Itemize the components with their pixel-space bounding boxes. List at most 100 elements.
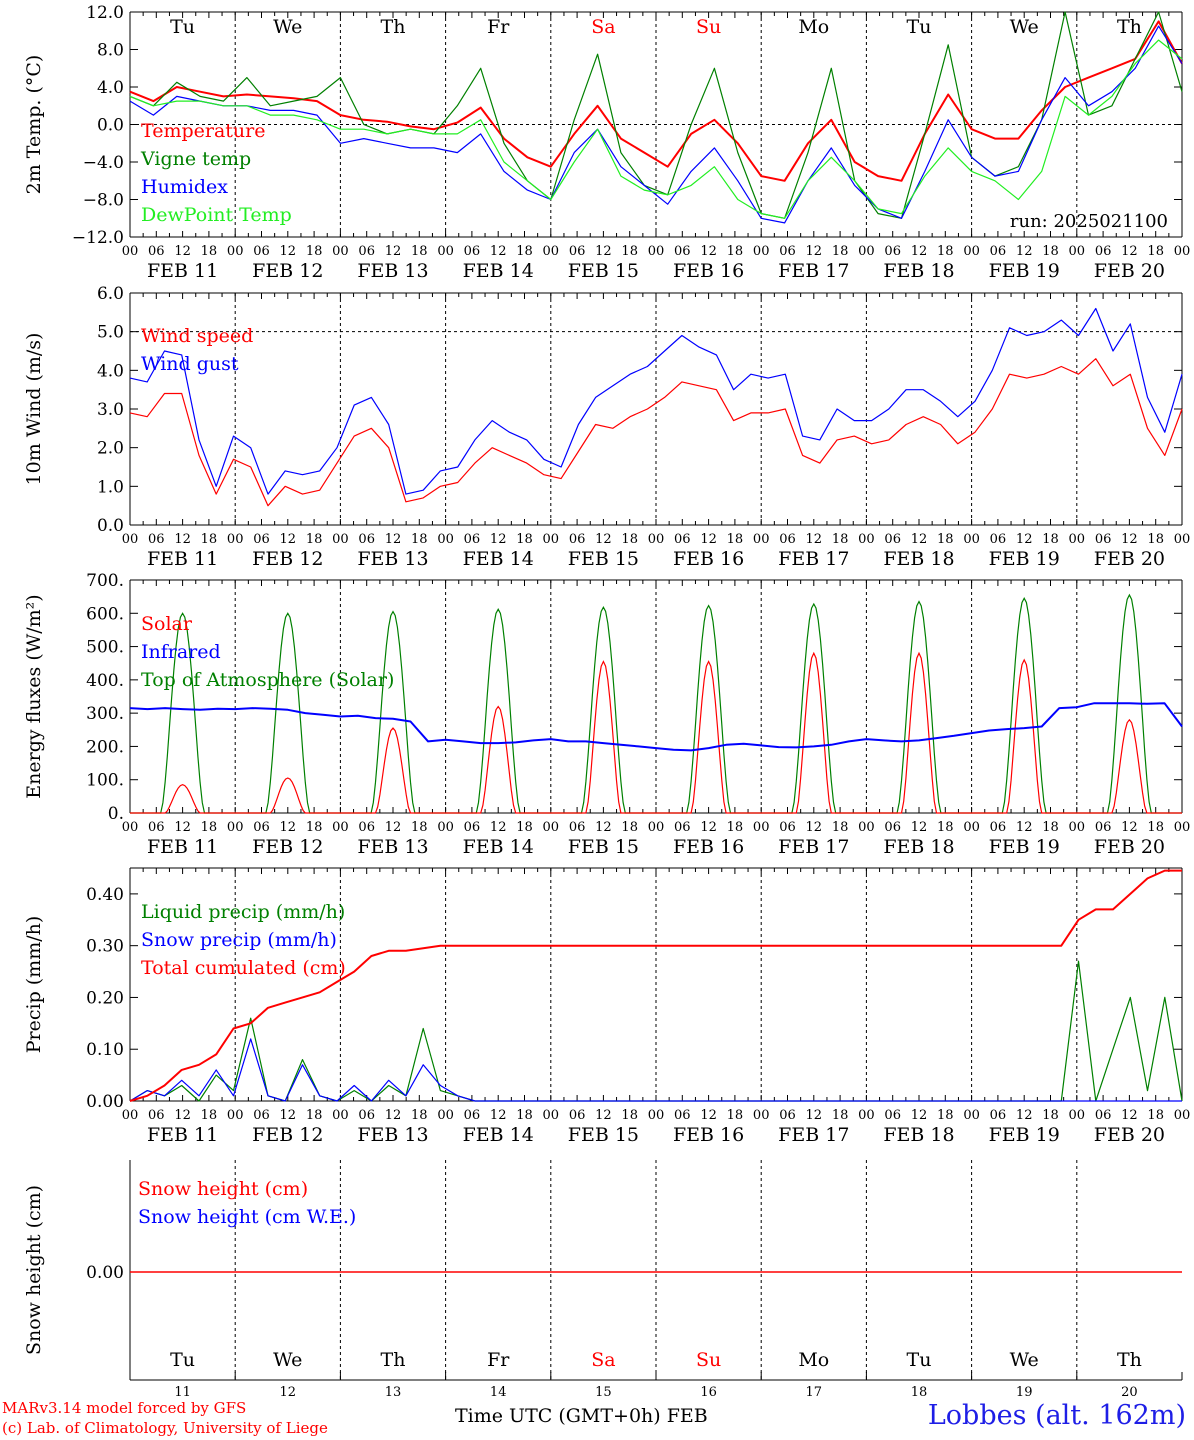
x-axis-title: Time UTC (GMT+0h) FEB — [455, 1405, 708, 1427]
hour-tick-label: 00 — [753, 820, 770, 835]
weekday-label: We — [1010, 16, 1039, 38]
hour-tick-label: 00 — [648, 1108, 665, 1123]
date-tick-label: FEB 12 — [252, 1124, 323, 1146]
weekday-label: Tu — [170, 16, 195, 38]
hour-tick-label: 18 — [306, 532, 323, 547]
date-tick-label: FEB 20 — [1094, 1124, 1165, 1146]
legend-entry: Wind speed — [141, 325, 253, 347]
hour-tick-label: 12 — [806, 820, 823, 835]
hour-tick-label: 06 — [148, 1108, 165, 1123]
hour-tick-label: 00 — [332, 820, 349, 835]
y-tick-label: 5.0 — [97, 323, 124, 343]
hour-tick-label: 12 — [385, 1108, 402, 1123]
hour-tick-label: 12 — [911, 820, 928, 835]
hour-tick-label: 06 — [253, 820, 270, 835]
y-tick-label: 0.00 — [86, 1092, 124, 1112]
y-axis-label: Precip (mm/h) — [23, 916, 45, 1054]
date-tick-label: FEB 11 — [147, 260, 218, 282]
day-number-label: 19 — [1016, 1385, 1033, 1400]
hour-tick-label: 06 — [148, 820, 165, 835]
hour-tick-label: 00 — [858, 1108, 875, 1123]
date-tick-label: FEB 15 — [568, 1124, 639, 1146]
hour-tick-label: 06 — [464, 532, 481, 547]
weekday-label: Fr — [487, 16, 510, 38]
hour-tick-label: 12 — [1121, 244, 1138, 259]
y-tick-label: −8.0 — [83, 191, 124, 211]
series-line-2 — [129, 25, 1183, 224]
date-tick-label: FEB 17 — [778, 836, 849, 858]
weekday-label: We — [1010, 1349, 1039, 1371]
hour-tick-label: 06 — [1095, 244, 1112, 259]
weekday-label: Su — [696, 16, 721, 38]
legend-entry: Humidex — [141, 176, 228, 198]
series-line-2 — [129, 869, 1182, 1102]
hour-tick-label: 06 — [779, 1108, 796, 1123]
series-line-3 — [129, 39, 1183, 219]
hour-tick-label: 12 — [174, 820, 191, 835]
hour-tick-label: 18 — [937, 244, 954, 259]
hour-tick-label: 12 — [806, 244, 823, 259]
hour-tick-label: 00 — [332, 1108, 349, 1123]
hour-tick-label: 18 — [1147, 532, 1164, 547]
y-tick-label: 0.40 — [86, 885, 124, 905]
hour-tick-label: 06 — [990, 820, 1007, 835]
hour-tick-label: 00 — [227, 820, 244, 835]
hour-tick-label: 00 — [437, 532, 454, 547]
hour-tick-label: 12 — [911, 1108, 928, 1123]
hour-tick-label: 00 — [543, 820, 560, 835]
hour-tick-label: 12 — [595, 532, 612, 547]
hour-tick-label: 00 — [963, 1108, 980, 1123]
y-axis-label: Energy fluxes (W/m²) — [23, 594, 45, 798]
date-tick-label: FEB 19 — [989, 260, 1060, 282]
hour-tick-label: 06 — [884, 532, 901, 547]
run-annotation: run: 2025021100 — [1010, 211, 1168, 232]
hour-tick-label: 12 — [174, 532, 191, 547]
y-tick-label: 100. — [86, 771, 124, 791]
y-tick-label: −12.0 — [72, 228, 124, 248]
model-line: MARv3.14 model forced by GFS — [2, 1399, 247, 1417]
hour-tick-label: 12 — [806, 1108, 823, 1123]
hour-tick-label: 06 — [253, 244, 270, 259]
y-tick-label: 0.0 — [97, 116, 124, 136]
hour-tick-label: 06 — [1095, 1108, 1112, 1123]
hour-tick-label: 18 — [621, 532, 638, 547]
hour-tick-label: 18 — [411, 1108, 428, 1123]
hour-tick-label: 00 — [227, 244, 244, 259]
weekday-label: Sa — [591, 1349, 615, 1371]
y-tick-label: 6.0 — [97, 284, 124, 304]
hour-tick-label: 18 — [306, 1108, 323, 1123]
weekday-label: Su — [696, 1349, 721, 1371]
y-tick-label: 400. — [86, 671, 124, 691]
y-tick-label: 0.0 — [97, 516, 124, 536]
weekday-label: Mo — [798, 1349, 829, 1371]
hour-tick-label: 06 — [358, 1108, 375, 1123]
series-line-1 — [129, 307, 1183, 495]
date-tick-label: FEB 18 — [883, 836, 954, 858]
hour-tick-label: 06 — [148, 532, 165, 547]
hour-tick-label: 06 — [253, 532, 270, 547]
date-tick-label: FEB 12 — [252, 548, 323, 570]
hour-tick-label: 18 — [1042, 820, 1059, 835]
date-tick-label: FEB 18 — [883, 548, 954, 570]
y-tick-label: 8.0 — [97, 41, 124, 61]
date-tick-label: FEB 13 — [357, 260, 428, 282]
hour-tick-label: 00 — [227, 532, 244, 547]
date-tick-label: FEB 18 — [883, 1124, 954, 1146]
hour-tick-label: 12 — [280, 244, 297, 259]
legend-entry: Wind gust — [141, 353, 239, 375]
hour-tick-label: 18 — [621, 1108, 638, 1123]
date-tick-label: FEB 16 — [673, 548, 744, 570]
y-tick-label: 200. — [86, 737, 124, 757]
hour-tick-label: 12 — [280, 820, 297, 835]
infrared-line — [129, 702, 1183, 752]
hour-tick-label: 12 — [806, 532, 823, 547]
hour-tick-label: 12 — [700, 1108, 717, 1123]
hour-tick-label: 00 — [437, 820, 454, 835]
date-tick-label: FEB 14 — [463, 260, 534, 282]
hour-tick-label: 18 — [201, 532, 218, 547]
y-tick-label: 500. — [86, 638, 124, 658]
hour-tick-label: 18 — [1147, 244, 1164, 259]
legend-entry: Temperature — [141, 120, 265, 142]
hour-tick-label: 06 — [569, 820, 586, 835]
